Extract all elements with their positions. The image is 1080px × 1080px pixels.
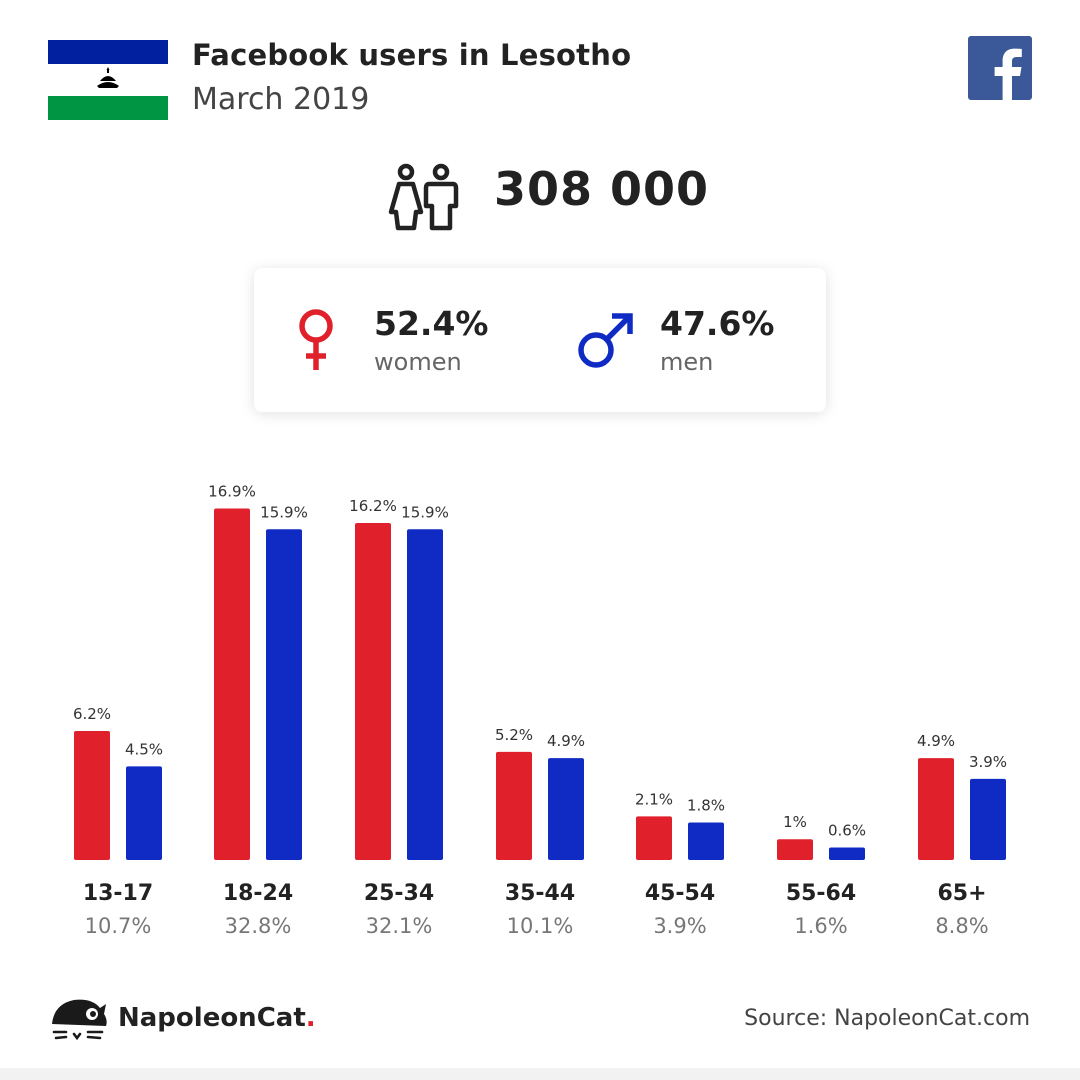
bar-label-men-55-64: 0.6% (828, 822, 866, 840)
bar-men-45-54 (688, 822, 724, 860)
category-label-25-34: 25-34 (364, 881, 434, 906)
bar-men-35-44 (548, 758, 584, 860)
bar-women-18-24 (214, 508, 250, 860)
napoleoncat-logo-icon (52, 999, 107, 1041)
category-total-65+: 8.8% (935, 914, 988, 938)
bar-label-men-25-34: 15.9% (401, 503, 449, 521)
bar-men-55-64 (829, 847, 865, 860)
bottom-strip (0, 1068, 1080, 1080)
brand-name-text: NapoleonCat (118, 1003, 306, 1033)
bar-label-women-55-64: 1% (783, 813, 807, 831)
bar-men-13-17 (126, 766, 162, 860)
bar-women-45-54 (636, 816, 672, 860)
female-symbol-icon (299, 309, 333, 370)
bar-label-men-45-54: 1.8% (687, 797, 725, 815)
gender-split-card: 52.4% women 47.6% men (254, 268, 826, 412)
bar-men-25-34 (407, 529, 443, 860)
category-label-13-17: 13-17 (83, 881, 153, 906)
bar-women-55-64 (777, 839, 813, 860)
category-total-13-17: 10.7% (85, 914, 152, 938)
age-gender-bar-chart: 6.2%4.5%13-1710.7%16.9%15.9%18-2432.8%16… (73, 482, 1007, 938)
bar-label-women-45-54: 2.1% (635, 790, 673, 808)
category-label-18-24: 18-24 (223, 881, 293, 906)
bar-women-25-34 (355, 523, 391, 860)
men-label: men (660, 348, 714, 376)
page-subtitle-date: March 2019 (192, 82, 370, 117)
users-icon (388, 163, 459, 231)
bar-label-men-13-17: 4.5% (125, 740, 163, 758)
bar-label-men-35-44: 4.9% (547, 732, 585, 750)
page-title: Facebook users in Lesotho (192, 38, 632, 72)
brand-dot: . (305, 1003, 316, 1033)
category-total-18-24: 32.8% (225, 914, 292, 938)
category-total-25-34: 32.1% (366, 914, 433, 938)
bar-label-women-13-17: 6.2% (73, 705, 111, 723)
total-users-count: 308 000 (494, 162, 710, 216)
bar-women-65+ (918, 758, 954, 860)
bar-men-65+ (970, 778, 1006, 860)
bar-women-35-44 (496, 751, 532, 860)
brand-name[interactable]: NapoleonCat. (118, 1003, 316, 1033)
bar-label-women-65+: 4.9% (917, 732, 955, 750)
bar-label-women-35-44: 5.2% (495, 726, 533, 744)
category-label-65+: 65+ (937, 881, 986, 906)
facebook-logo-icon[interactable] (968, 36, 1032, 100)
category-total-55-64: 1.6% (794, 914, 847, 938)
bar-label-women-25-34: 16.2% (349, 497, 397, 515)
category-label-55-64: 55-64 (786, 881, 856, 906)
category-total-35-44: 10.1% (507, 914, 574, 938)
bar-women-13-17 (74, 731, 110, 860)
category-label-35-44: 35-44 (505, 881, 575, 906)
men-percentage: 47.6% (660, 304, 775, 343)
women-label: women (374, 348, 462, 376)
source-credit: Source: NapoleonCat.com (744, 1006, 1030, 1031)
bar-label-men-18-24: 15.9% (260, 503, 308, 521)
lesotho-flag-icon (48, 40, 168, 120)
male-symbol-icon (578, 313, 633, 368)
bar-label-women-18-24: 16.9% (208, 482, 256, 500)
category-total-45-54: 3.9% (653, 914, 706, 938)
bar-label-men-65+: 3.9% (969, 753, 1007, 771)
bar-men-18-24 (266, 529, 302, 860)
category-label-45-54: 45-54 (645, 881, 715, 906)
women-percentage: 52.4% (374, 304, 489, 343)
